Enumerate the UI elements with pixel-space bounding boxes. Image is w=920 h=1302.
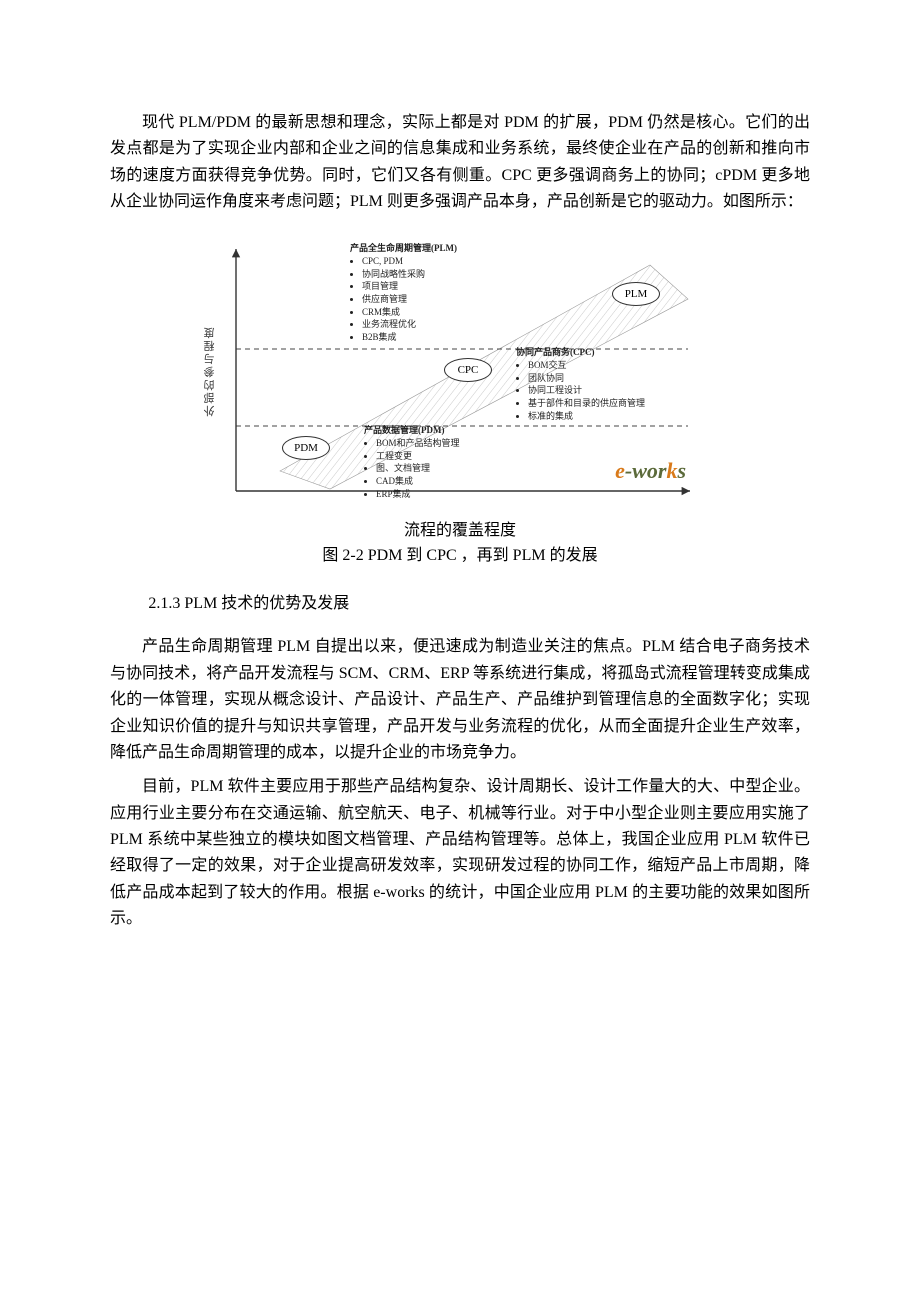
list-item: 标准的集成 [528,410,676,423]
list-item: BOM交互 [528,359,676,372]
list-item: 图、文档管理 [376,462,514,475]
list-item: 项目管理 [362,280,500,293]
body-paragraph-2: 目前，PLM 软件主要应用于那些产品结构复杂、设计周期长、设计工作量大的大、中型… [110,774,810,932]
node-plm: PLM [612,282,660,306]
caption-line-2: 图 2-2 PDM 到 CPC ，再到 PLM 的发展 [110,543,810,569]
list-item: BOM和产品结构管理 [376,437,514,450]
wm-k: k [666,458,677,483]
y-axis-label: 外部的参与程度 [202,325,218,416]
wm-mid: wor [632,458,666,483]
list-item: CPC, PDM [362,255,500,268]
list-item: CRM集成 [362,306,500,319]
eworks-watermark: e-works [615,458,686,484]
body-paragraph-1: 产品生命周期管理 PLM 自提出以来，便迅速成为制造业关注的焦点。PLM 结合电… [110,634,810,766]
list-item: 协同战略性采购 [362,268,500,281]
node-pdm-label: PDM [294,442,318,454]
list-item: 工程变更 [376,450,514,463]
node-plm-label: PLM [625,288,648,300]
box-plm: 产品全生命周期管理(PLM) CPC, PDM 协同战略性采购 项目管理 供应商… [350,242,500,344]
box-cpc-header: 协同产品商务(CPC) [516,346,676,359]
box-cpc-list: BOM交互 团队协同 协同工程设计 基于部件和目录的供应商管理 标准的集成 [516,359,676,422]
evolution-diagram: 外部的参与程度 PDM CPC PLM 产品全生命周期管理(PLM) CPC, … [220,236,700,506]
list-item: 业务流程优化 [362,318,500,331]
box-pdm-list: BOM和产品结构管理 工程变更 图、文档管理 CAD集成 ERP集成 [364,437,514,500]
list-item: 协同工程设计 [528,384,676,397]
node-pdm: PDM [282,436,330,460]
figure-caption: 流程的覆盖程度 图 2-2 PDM 到 CPC ，再到 PLM 的发展 [110,518,810,569]
list-item: B2B集成 [362,331,500,344]
section-heading: 2.1.3 PLM 技术的优势及发展 [110,591,810,617]
box-pdm-header: 产品数据管理(PDM) [364,424,514,437]
wm-e: e [615,458,625,483]
list-item: CAD集成 [376,475,514,488]
box-cpc: 协同产品商务(CPC) BOM交互 团队协同 协同工程设计 基于部件和目录的供应… [516,346,676,423]
node-cpc-label: CPC [458,364,479,376]
list-item: 供应商管理 [362,293,500,306]
list-item: 基于部件和目录的供应商管理 [528,397,676,410]
wm-s: s [677,458,686,483]
box-plm-list: CPC, PDM 协同战略性采购 项目管理 供应商管理 CRM集成 业务流程优化… [350,255,500,343]
caption-line-1: 流程的覆盖程度 [110,518,810,544]
intro-paragraph: 现代 PLM/PDM 的最新思想和理念，实际上都是对 PDM 的扩展，PDM 仍… [110,110,810,216]
list-item: 团队协同 [528,372,676,385]
node-cpc: CPC [444,358,492,382]
box-pdm: 产品数据管理(PDM) BOM和产品结构管理 工程变更 图、文档管理 CAD集成… [364,424,514,501]
box-plm-header: 产品全生命周期管理(PLM) [350,242,500,255]
list-item: ERP集成 [376,488,514,501]
